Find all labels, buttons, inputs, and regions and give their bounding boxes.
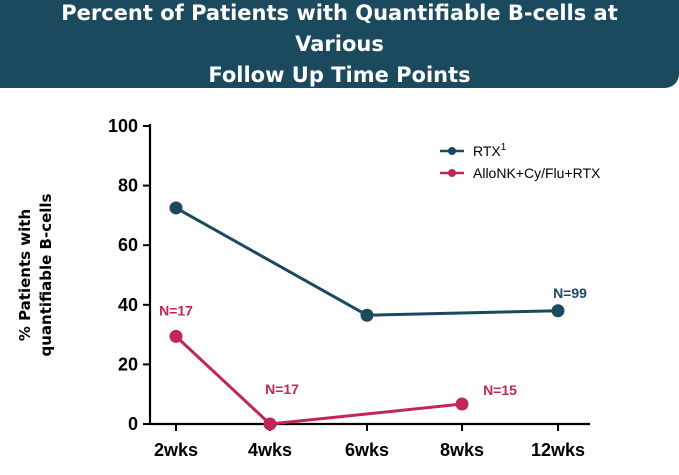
x-tick-label: 12wks bbox=[531, 440, 585, 460]
chart-title-line2: Follow Up Time Points bbox=[208, 62, 471, 87]
legend-swatch-marker bbox=[448, 147, 456, 155]
n-annotation: N=99 bbox=[553, 285, 587, 301]
data-point bbox=[551, 304, 565, 318]
n-annotation: N=15 bbox=[483, 382, 517, 398]
n-annotation: N=17 bbox=[265, 381, 299, 397]
y-tick-label: 40 bbox=[118, 295, 138, 315]
legend-label: AlloNK+Cy/Flu+RTX bbox=[473, 165, 601, 181]
y-tick-label: 0 bbox=[128, 414, 138, 434]
series-line bbox=[175, 206, 559, 317]
legend-superscript: 1 bbox=[501, 142, 507, 153]
y-tick-label: 20 bbox=[118, 354, 138, 374]
legend-label: RTX1 bbox=[473, 142, 507, 159]
data-point bbox=[263, 417, 277, 431]
series-line bbox=[174, 335, 463, 426]
x-tick-label: 4wks bbox=[248, 440, 292, 460]
legend-swatch-marker bbox=[448, 169, 456, 177]
x-tick-label: 8wks bbox=[440, 440, 484, 460]
y-tick-label: 60 bbox=[118, 235, 138, 255]
n-annotation: N=17 bbox=[159, 302, 193, 318]
y-tick-label: 100 bbox=[108, 116, 138, 136]
x-tick-label: 6wks bbox=[345, 440, 389, 460]
data-point bbox=[360, 308, 374, 322]
x-tick-label: 2wks bbox=[154, 440, 198, 460]
data-point bbox=[169, 201, 183, 215]
y-tick-label: 80 bbox=[118, 176, 138, 196]
data-point bbox=[455, 397, 469, 411]
data-point bbox=[169, 329, 183, 343]
chart-title-line1: Percent of Patients with Quantifiable B-… bbox=[61, 0, 618, 56]
chart-title: Percent of Patients with Quantifiable B-… bbox=[20, 0, 660, 91]
title-banner: Percent of Patients with Quantifiable B-… bbox=[0, 0, 679, 88]
